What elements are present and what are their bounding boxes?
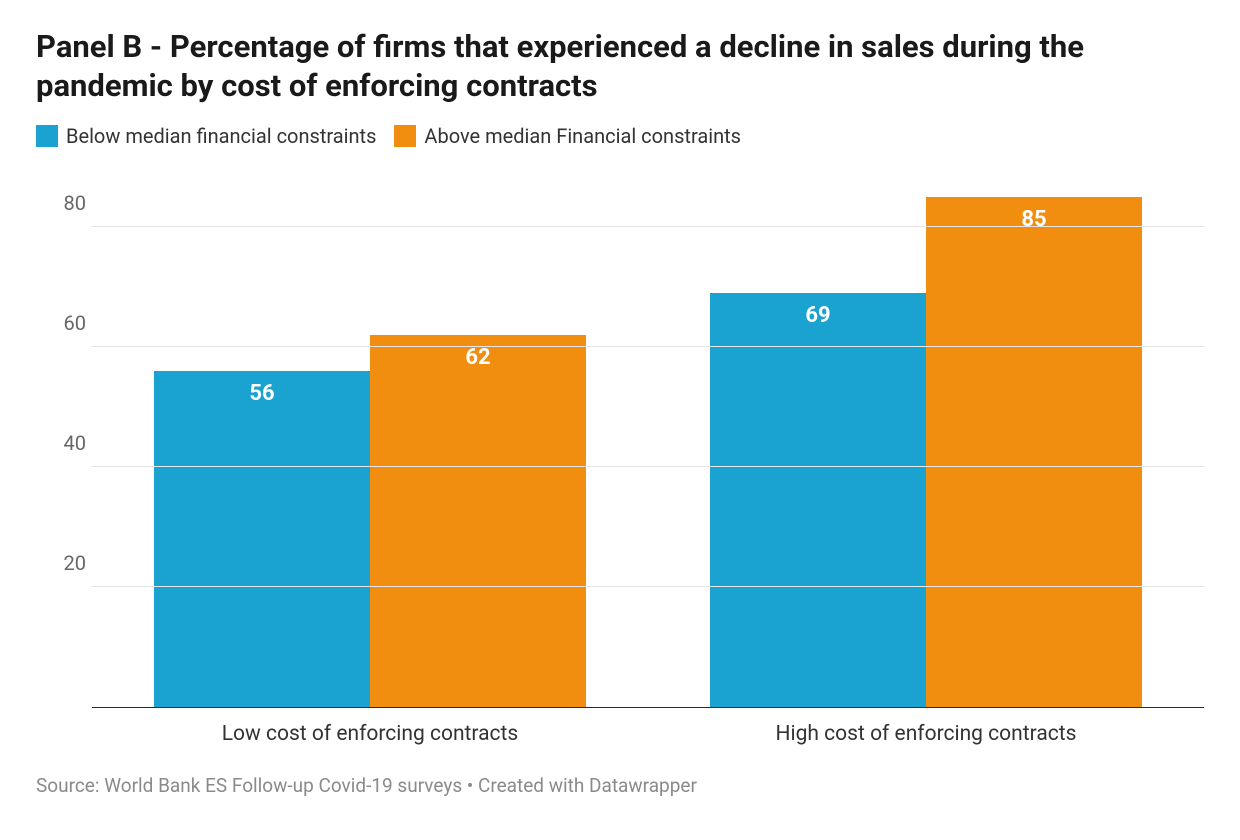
legend-swatch (36, 125, 58, 147)
bar: 69 (710, 293, 926, 707)
source-text: Source: World Bank ES Follow-up Covid-19… (36, 774, 1204, 797)
x-axis-label: High cost of enforcing contracts (648, 722, 1204, 746)
x-axis-label: Low cost of enforcing contracts (92, 722, 648, 746)
y-tick-label: 80 (46, 191, 86, 215)
legend-item: Below median financial constraints (36, 124, 376, 148)
chart-title: Panel B - Percentage of firms that exper… (36, 28, 1204, 106)
bar-value-label: 62 (465, 345, 490, 370)
bar: 85 (926, 197, 1142, 707)
chart-area: 56 62 69 85 20 40 60 80 Low cost of enforcing … (36, 168, 1204, 746)
gridline (92, 226, 1204, 227)
y-tick-label: 40 (46, 431, 86, 455)
bar-value-label: 85 (1021, 207, 1046, 232)
y-tick-label: 60 (46, 311, 86, 335)
bar: 56 (154, 371, 370, 707)
gridline (92, 346, 1204, 347)
bar-value-label: 69 (805, 303, 830, 328)
legend-item: Above median Financial constraints (394, 124, 741, 148)
legend: Below median financial constraints Above … (36, 124, 1204, 148)
y-tick-label: 20 (46, 551, 86, 575)
bar-value-label: 56 (249, 381, 274, 406)
legend-swatch (394, 125, 416, 147)
legend-label: Below median financial constraints (66, 124, 376, 148)
plot-area: 56626985 20406080 (92, 168, 1204, 708)
gridline (92, 586, 1204, 587)
legend-label: Above median Financial constraints (424, 124, 741, 148)
bar-group: 56 62 (92, 168, 648, 707)
bar-groups: 56 62 69 85 (92, 168, 1204, 707)
bar: 62 (370, 335, 586, 707)
x-axis-labels: Low cost of enforcing contractsHigh cost… (92, 722, 1204, 746)
gridline (92, 466, 1204, 467)
bar-group: 69 85 (648, 168, 1204, 707)
